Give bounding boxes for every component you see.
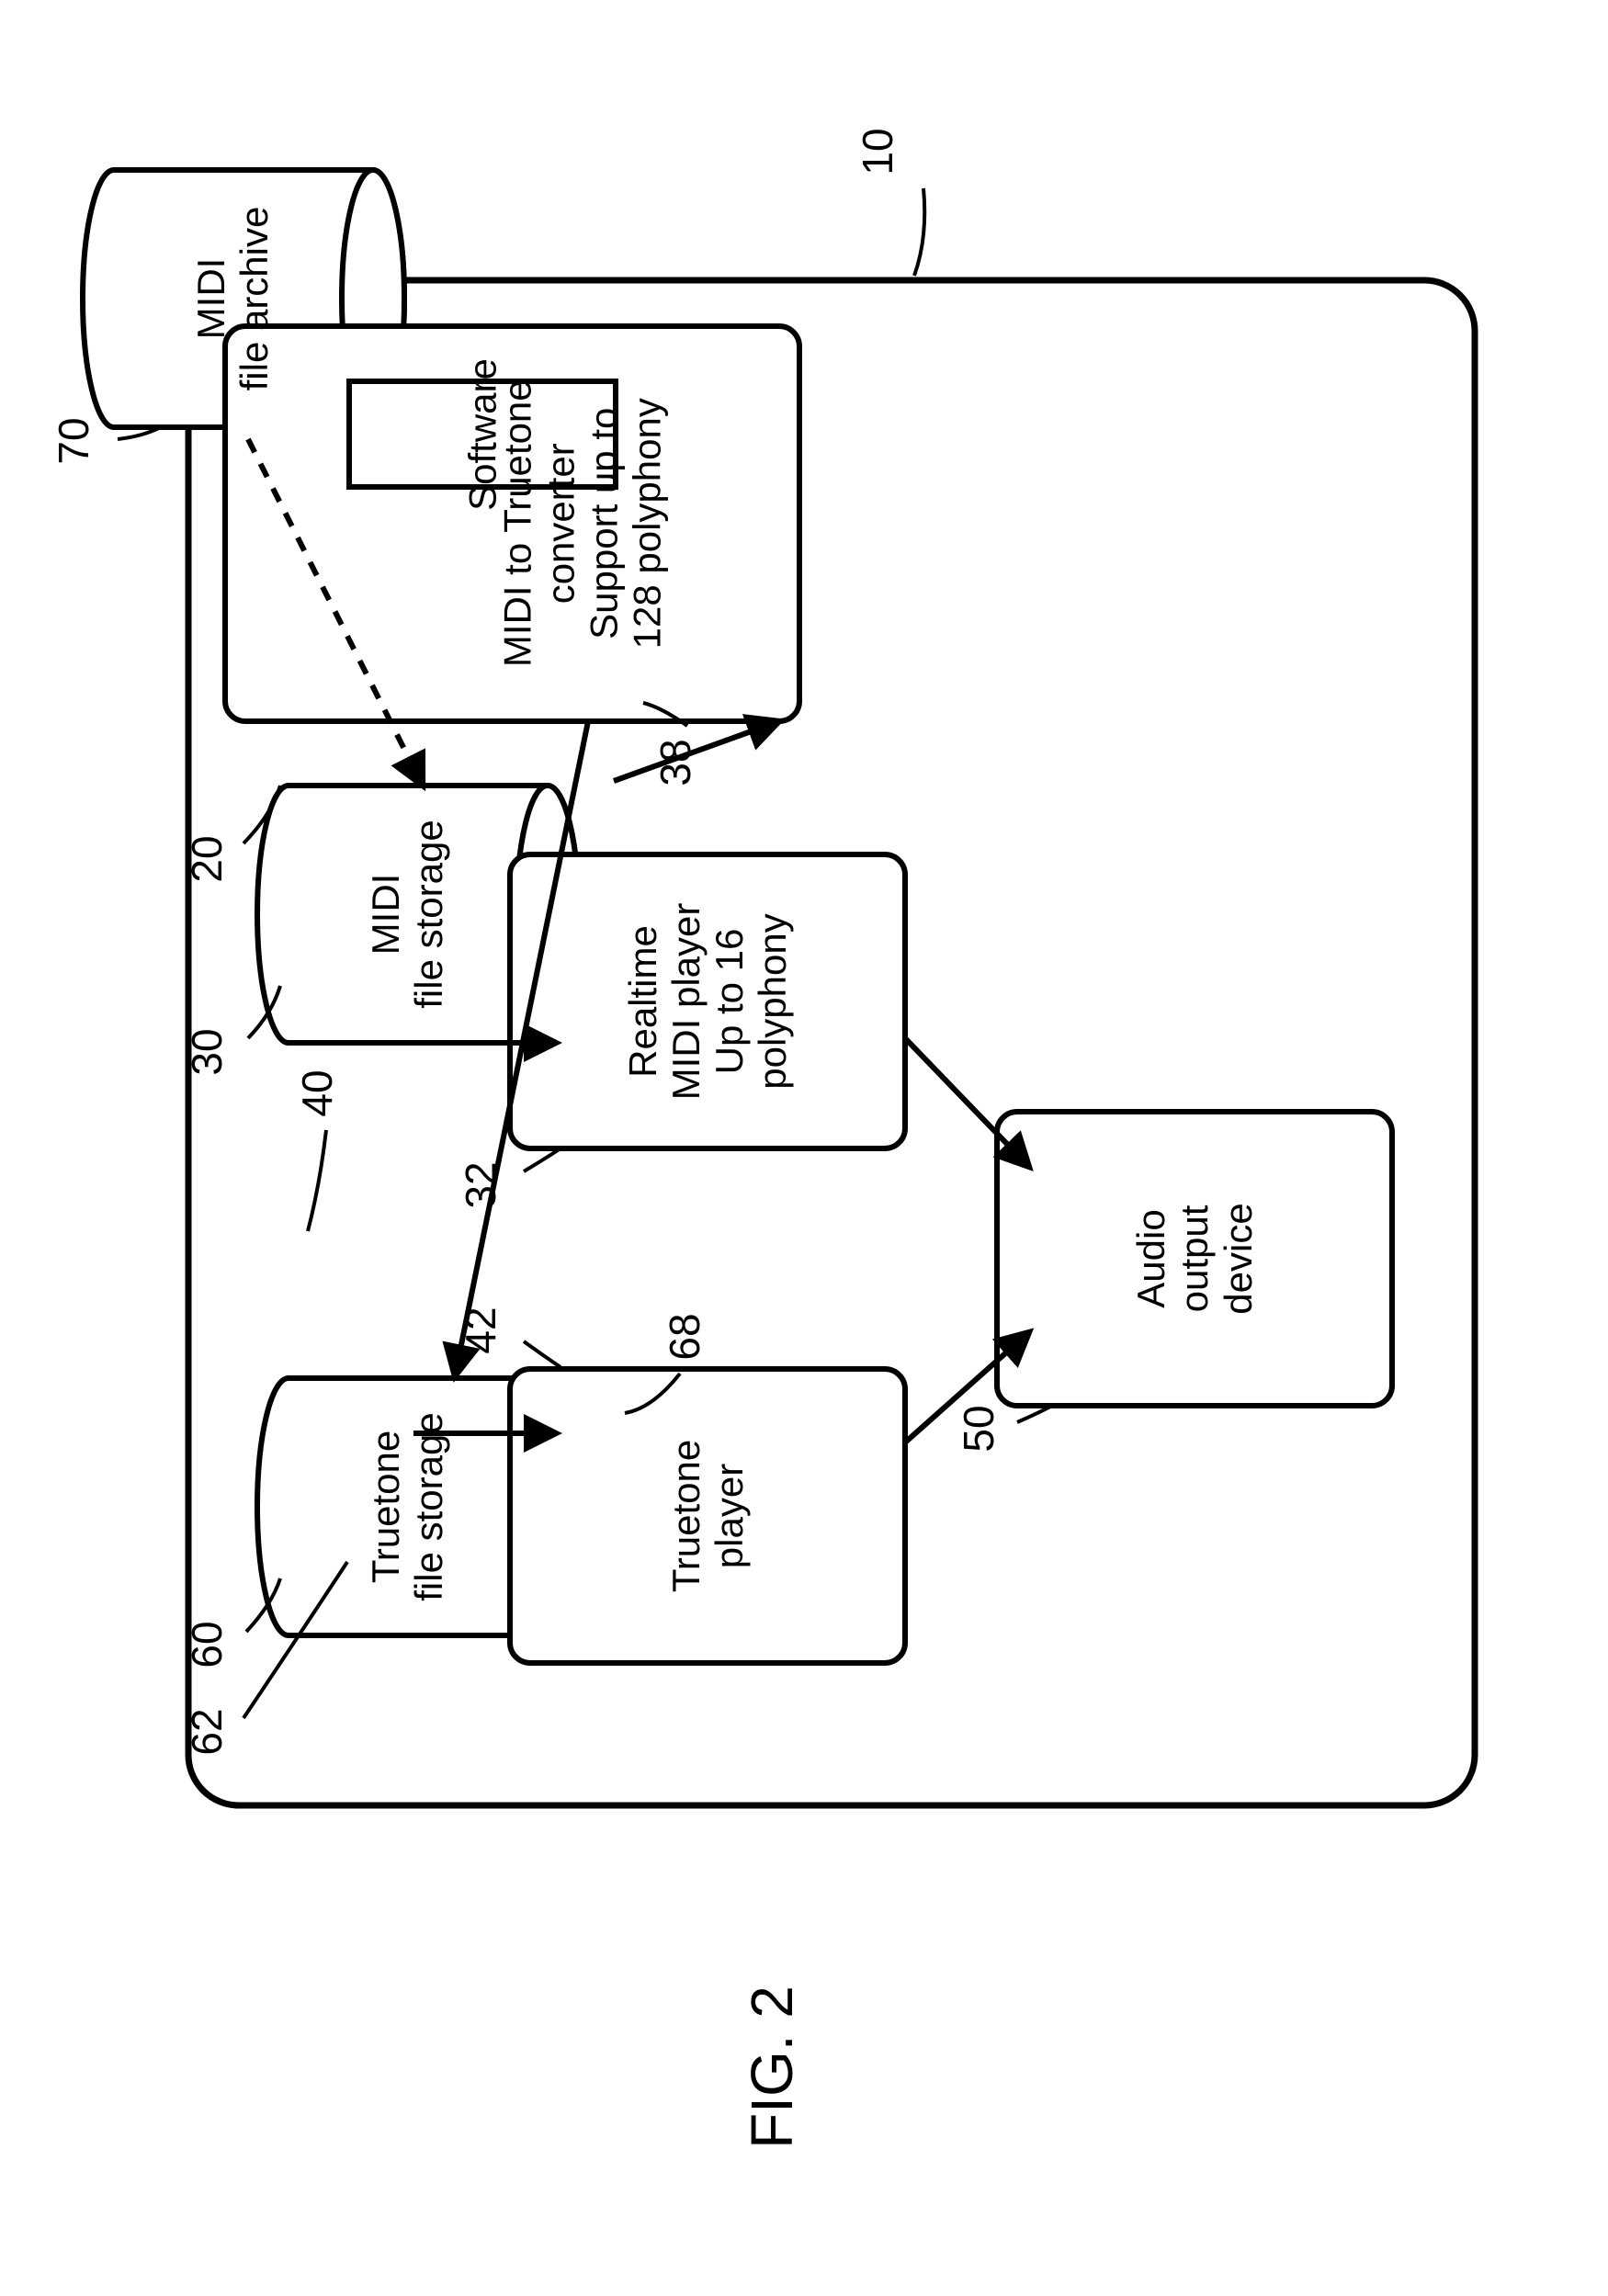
audio-line: output [1172, 1205, 1216, 1313]
midi-player-line: MIDI player [664, 903, 708, 1101]
ref-r68: 68 [652, 1305, 717, 1369]
tt-store-line: Truetone [364, 1431, 407, 1584]
ref-r32: 32 [448, 1153, 513, 1217]
audio: Audiooutputdevice [1006, 1107, 1383, 1410]
software: Software [349, 377, 616, 492]
midi-player-line: polyphony [751, 913, 794, 1089]
midi-store: MIDIfile storage [260, 776, 554, 1052]
archive-line: MIDI [189, 258, 232, 340]
tt-store-line: file storage [407, 1412, 450, 1600]
ref-r60: 60 [175, 1612, 239, 1677]
ref-r38: 38 [643, 730, 708, 795]
ref-r20: 20 [175, 827, 239, 891]
midi-player-line: Up to 16 [708, 929, 751, 1075]
tt-player-line: Truetone [664, 1440, 708, 1593]
tt-player: Truetoneplayer [519, 1364, 896, 1668]
ref-r40: 40 [285, 1061, 349, 1125]
midi-player-line: Realtime [621, 925, 664, 1078]
audio-line: device [1217, 1203, 1260, 1314]
midi-store-line: MIDI [364, 874, 407, 956]
ref-r50: 50 [946, 1397, 1011, 1461]
tt-store: Truetonefile storage [260, 1369, 554, 1645]
ref-r42-lead [524, 1341, 561, 1367]
tt-player-line: player [708, 1464, 751, 1568]
ref-r10: 10 [845, 119, 910, 184]
archive-line: file archive [232, 207, 276, 391]
audio-line: Audio [1129, 1209, 1172, 1307]
midi-player: RealtimeMIDI playerUp to 16polyphony [519, 850, 896, 1153]
software-line: Software [460, 358, 504, 511]
midi-store-line: file storage [407, 820, 450, 1008]
ref-r30: 30 [175, 1020, 239, 1084]
ref-r10-lead [914, 188, 924, 276]
ref-r42: 42 [448, 1298, 513, 1363]
ref-r70: 70 [41, 409, 106, 473]
converter-line: 128 polyphony [625, 398, 668, 649]
figure-label: FIG. 2 [634, 1929, 910, 2205]
ref-r40-lead [308, 1130, 326, 1231]
archive: MIDIfile archive [85, 161, 379, 436]
ref-r62: 62 [175, 1700, 239, 1764]
